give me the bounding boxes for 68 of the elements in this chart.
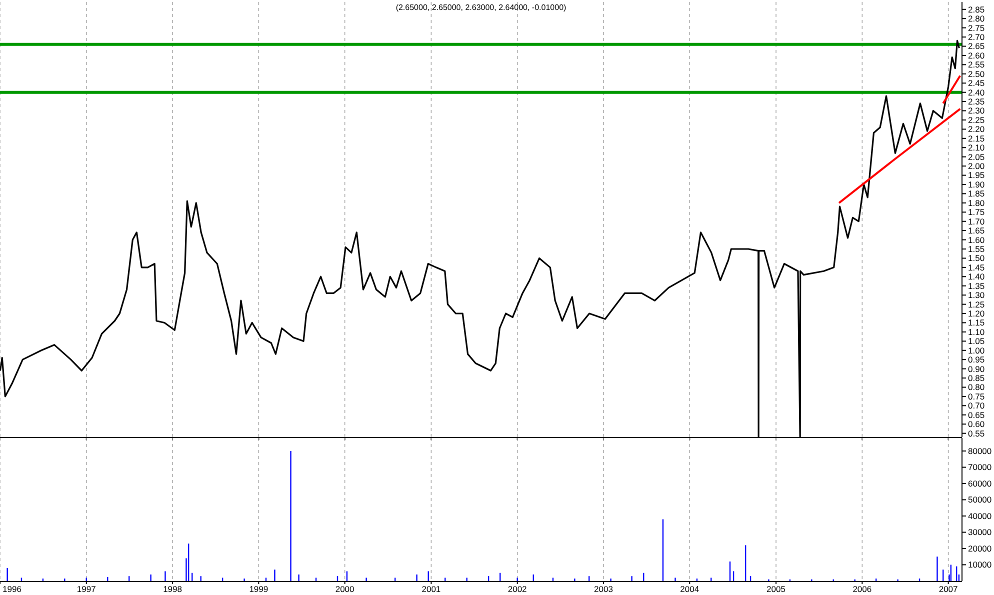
y-tick-label: 1.00 [968,345,985,356]
y-tick-label: 0.65 [968,410,985,420]
x-tick-label: 2000 [335,584,355,594]
y-tick-label: 2.45 [968,78,985,88]
y-tick-label: 30000 [968,527,992,538]
y-tick-label: 2.05 [968,152,985,162]
chart-title: (2.65000, 2.65000, 2.63000, 2.64000, -0.01000) [396,3,567,12]
y-tick-label: 1.45 [968,262,985,272]
y-tick-label: 1.80 [968,198,985,208]
y-tick-label: 1.90 [968,179,985,190]
y-tick-label: 0.85 [968,372,985,383]
x-tick-label: 2005 [766,584,786,594]
y-tick-label: 50000 [968,494,992,505]
y-tick-label: 1.50 [968,253,985,264]
y-tick-label: 1.10 [968,326,985,337]
y-tick-label: 0.95 [968,354,985,365]
y-tick-label: 80000 [968,446,992,456]
y-tick-label: 2.35 [968,96,985,107]
x-tick-label: 1998 [163,584,182,594]
y-tick-label: 2.70 [968,32,985,42]
y-tick-label: 2.80 [968,14,985,24]
x-tick-label: 1999 [249,584,268,594]
y-tick-label: 0.80 [968,382,985,392]
y-tick-label: 1.35 [968,280,985,291]
y-tick-label: 0.70 [968,400,985,411]
x-tick-label: 2001 [422,584,441,594]
y-tick-label: 1.65 [968,226,985,236]
y-tick-label: 1.40 [968,272,985,282]
y-tick-label: 1.75 [968,207,985,218]
y-tick-label: 1.70 [968,216,985,226]
y-tick-label: 2.40 [968,87,985,98]
y-tick-label: 2.50 [968,68,985,79]
y-tick-label: 2.20 [968,124,985,134]
y-tick-label: 1.95 [968,170,985,180]
y-tick-label: 1.60 [968,234,985,245]
y-tick-label: 0.55 [968,428,985,438]
y-tick-label: 20000 [968,543,992,554]
y-tick-label: 2.10 [968,142,985,153]
x-tick-label: 1997 [76,584,96,594]
y-tick-label: 2.85 [968,4,985,14]
y-tick-label: 2.15 [968,133,985,144]
y-tick-label: 1.85 [968,188,985,199]
y-tick-label: 0.75 [968,391,985,402]
y-tick-label: 0.90 [968,364,985,374]
y-tick-label: 60000 [968,478,992,488]
y-tick-label: 10000 [968,560,992,570]
y-tick-label: 0.60 [968,419,985,430]
y-tick-label: 70000 [968,462,992,472]
y-tick-label: 1.25 [968,299,985,310]
x-tick-label: 2002 [508,584,528,594]
x-tick-label: 2007 [938,584,958,594]
y-tick-label: 2.65 [968,41,985,52]
y-tick-label: 1.05 [968,336,985,346]
x-tick-label: 2004 [680,584,700,594]
y-tick-label: 2.55 [968,60,985,70]
y-tick-label: 2.25 [968,114,985,125]
y-tick-label: 2.75 [968,22,985,33]
y-tick-label: 40000 [968,510,992,521]
y-tick-label: 1.15 [968,318,985,328]
y-tick-label: 1.55 [968,244,985,254]
y-tick-label: 2.60 [968,50,985,60]
x-tick-label: 2006 [852,584,872,594]
x-tick-label: 2003 [594,584,614,594]
y-tick-label: 1.20 [968,308,985,318]
y-tick-label: 2.30 [968,106,985,116]
x-tick-label: 1996 [2,584,22,594]
y-tick-label: 1.30 [968,290,985,300]
y-tick-label: 2.00 [968,161,985,172]
